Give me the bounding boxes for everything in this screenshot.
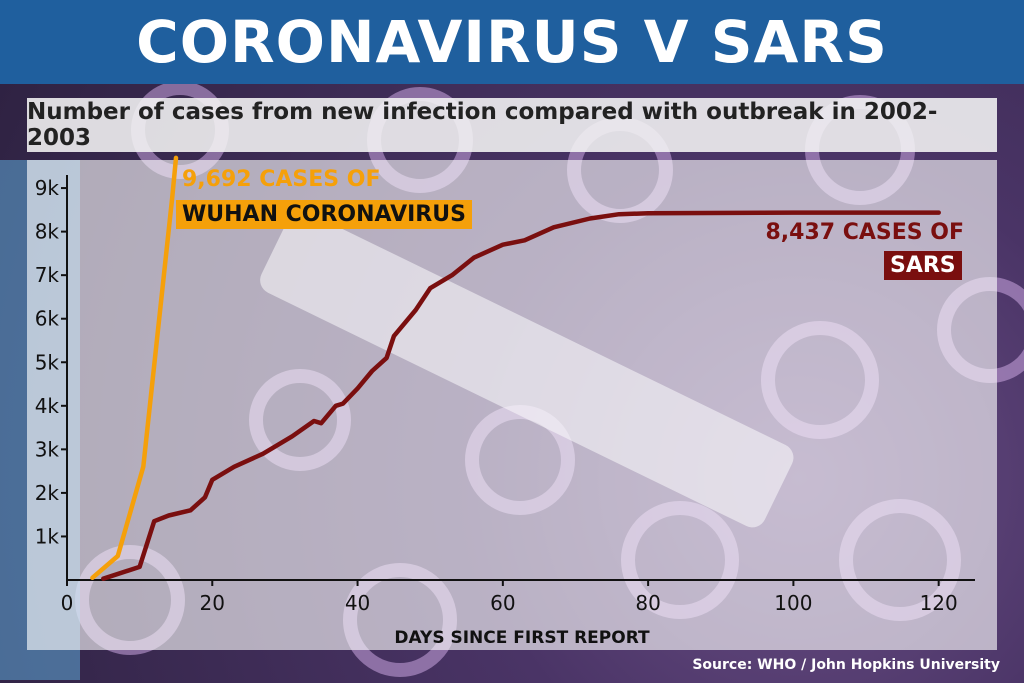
chart-ticks: 0 20 40 60 80 100 120 1k 2k 3k 4k 5k 6k 7k 8k 9k — [35, 176, 958, 615]
sars-name-label: SARS — [884, 251, 962, 280]
x-tick-label: 20 — [200, 591, 225, 615]
x-tick-label: 0 — [61, 591, 74, 615]
chart-axes — [66, 175, 975, 581]
chart-series — [90, 155, 941, 581]
sars-cases-label: 8,437 CASES OF — [765, 220, 964, 245]
y-tick-label: 8k — [35, 220, 60, 244]
x-axis-label: DAYS SINCE FIRST REPORT — [394, 628, 650, 648]
x-tick-label: 40 — [345, 591, 370, 615]
y-tick-label: 9k — [35, 176, 60, 200]
source-credit: Source: WHO / John Hopkins University — [692, 657, 1000, 673]
x-tick-label: 120 — [920, 591, 958, 615]
x-tick-label: 100 — [774, 591, 812, 615]
y-tick-label: 7k — [35, 263, 60, 287]
y-tick-label: 3k — [35, 437, 60, 461]
y-tick-label: 5k — [35, 350, 60, 374]
wuhan-cases-label: 9,692 CASES OF — [182, 167, 381, 192]
y-tick-label: 1k — [35, 524, 60, 548]
y-tick-label: 4k — [35, 394, 60, 418]
subtitle-bar: Number of cases from new infection compa… — [27, 98, 997, 152]
x-tick-label: 60 — [490, 591, 515, 615]
series-line-wuhan — [90, 155, 179, 581]
series-line-sars — [101, 210, 941, 581]
wuhan-name-label: WUHAN CORONAVIRUS — [176, 200, 472, 229]
title-bar: CORONAVIRUS V SARS — [0, 0, 1024, 84]
chart-subtitle: Number of cases from new infection compa… — [27, 99, 938, 151]
y-tick-label: 2k — [35, 481, 60, 505]
y-tick-label: 6k — [35, 307, 60, 331]
page-title: CORONAVIRUS V SARS — [136, 8, 888, 76]
x-tick-label: 80 — [635, 591, 660, 615]
